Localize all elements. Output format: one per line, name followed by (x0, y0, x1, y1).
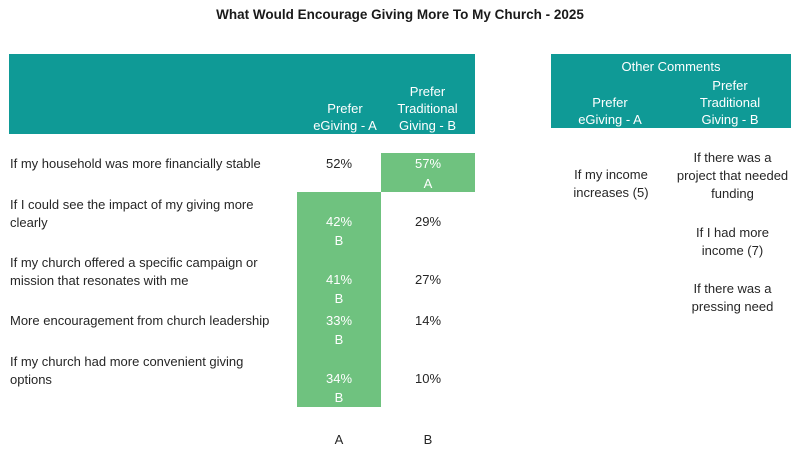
row-label-4-line1: More encouragement from church leadershi… (10, 313, 270, 328)
row5-value-b: 10% (414, 371, 442, 386)
column-b-header: Prefer Traditional Giving - B (380, 83, 475, 134)
column-a-header-line1: Prefer (327, 101, 363, 116)
row1-value-b: 57% (414, 156, 442, 171)
row-label-5: If my church had more convenient giving … (10, 353, 295, 389)
comments-header (551, 54, 791, 128)
highlight-b-row1 (381, 153, 475, 192)
row-label-5-line1: If my church had more convenient giving (10, 354, 244, 369)
comment-b-1-line1: If there was a (693, 150, 772, 165)
comment-a-1: If my income increases (5) (556, 166, 666, 202)
row-label-1-line1: If my household was more financially sta… (10, 156, 261, 171)
comment-b-3-line1: If there was a (693, 281, 772, 296)
row-label-2-line2: clearly (10, 215, 48, 230)
row4-value-a: 33% (325, 313, 353, 328)
comment-b-2: If I had more income (7) (670, 224, 795, 260)
row-label-3-line2: mission that resonates with me (10, 273, 189, 288)
row2-sig-a: B (334, 233, 344, 248)
highlight-a-rows2-5 (297, 192, 381, 407)
comment-b-3-line2: pressing need (691, 299, 774, 314)
comments-column-b-line3: Giving - B (701, 112, 759, 127)
comments-column-a-line2: eGiving - A (578, 112, 642, 127)
row5-value-a: 34% (325, 371, 353, 386)
comment-a-1-line1: If my income (574, 167, 648, 182)
row-label-2-line1: If I could see the impact of my giving m… (10, 197, 254, 212)
comment-b-1: If there was a project that needed fundi… (670, 149, 795, 203)
column-a-header: Prefer eGiving - A (300, 100, 390, 134)
column-b-header-line1: Prefer (409, 84, 446, 99)
row-label-1: If my household was more financially sta… (10, 155, 295, 173)
row5-sig-a: B (334, 390, 344, 405)
row1-sig-b: A (423, 176, 433, 191)
row-label-3: If my church offered a specific campaign… (10, 254, 295, 290)
comment-b-1-line2: project that needed (676, 168, 789, 183)
comment-b-2-line2: income (7) (701, 243, 764, 258)
column-b-header-line3: Giving - B (398, 118, 457, 133)
row2-value-b: 29% (414, 214, 442, 229)
row4-sig-a: B (334, 332, 344, 347)
footer-label-b: B (423, 432, 433, 447)
row4-value-b: 14% (414, 313, 442, 328)
main-table-header (9, 54, 475, 134)
row3-value-b: 27% (414, 272, 442, 287)
comments-title: Other Comments (621, 59, 721, 74)
comments-column-b-line1: Prefer (712, 78, 748, 93)
row1-value-a: 52% (325, 156, 353, 171)
comments-column-a-header: Prefer eGiving - A (560, 94, 660, 128)
comments-column-b-header: Prefer Traditional Giving - B (680, 77, 780, 128)
row3-sig-a: B (334, 291, 344, 306)
footer-label-a: A (334, 432, 344, 447)
comments-column-a-line1: Prefer (592, 95, 628, 110)
comments-column-b-line2: Traditional (699, 95, 761, 110)
comment-b-3: If there was a pressing need (670, 280, 795, 316)
column-a-header-line2: eGiving - A (313, 118, 377, 133)
row-label-2: If I could see the impact of my giving m… (10, 196, 295, 232)
row3-value-a: 41% (325, 272, 353, 287)
comment-b-2-line1: If I had more (696, 225, 769, 240)
comment-a-1-line2: increases (5) (573, 185, 649, 200)
row-label-3-line1: If my church offered a specific campaign… (10, 255, 258, 270)
row-label-5-line2: options (10, 372, 52, 387)
row-label-4: More encouragement from church leadershi… (10, 312, 295, 330)
comment-b-1-line3: funding (711, 186, 754, 201)
row2-value-a: 42% (325, 214, 353, 229)
column-b-header-line2: Traditional (397, 101, 458, 116)
chart-title: What Would Encourage Giving More To My C… (216, 7, 584, 22)
